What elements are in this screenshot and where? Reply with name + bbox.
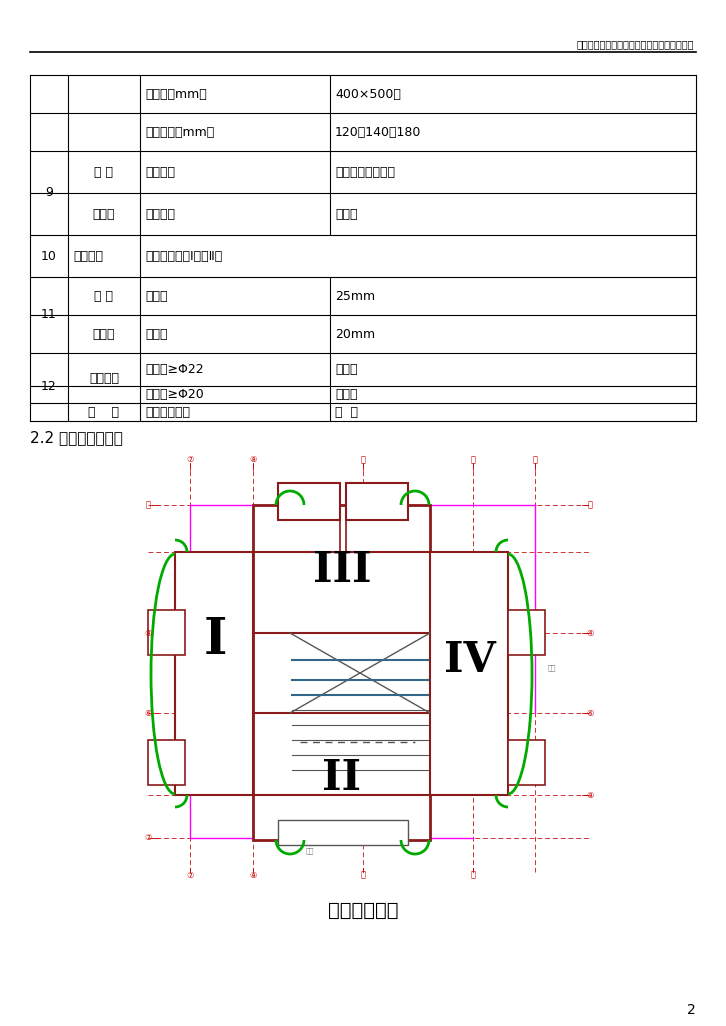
Text: ⑧: ⑧ bbox=[249, 456, 257, 465]
Text: 某地: 某地 bbox=[306, 847, 314, 855]
Bar bbox=[430, 552, 508, 795]
Bar bbox=[175, 552, 253, 795]
Text: ⑦: ⑦ bbox=[144, 833, 152, 842]
Text: 钢 筋: 钢 筋 bbox=[94, 289, 113, 303]
Text: ⑦: ⑦ bbox=[187, 870, 194, 879]
Text: 【某地集泰花园工程主体结构钉筋施工方案】: 【某地集泰花园工程主体结构钉筋施工方案】 bbox=[576, 39, 694, 49]
Text: 9: 9 bbox=[45, 187, 53, 199]
Text: 非预应力钢筋Ⅰ级、Ⅱ级: 非预应力钢筋Ⅰ级、Ⅱ级 bbox=[145, 249, 222, 263]
Bar bbox=[508, 740, 545, 785]
Text: 楼板厚度（mm）: 楼板厚度（mm） bbox=[145, 125, 214, 139]
Bar bbox=[346, 483, 408, 520]
Bar bbox=[148, 740, 185, 785]
Text: 保护层: 保护层 bbox=[93, 327, 115, 341]
Text: ⑧: ⑧ bbox=[249, 870, 257, 879]
Text: 锥螺纹: 锥螺纹 bbox=[335, 388, 357, 401]
Bar bbox=[278, 820, 408, 845]
Text: II: II bbox=[322, 757, 362, 799]
Text: 20mm: 20mm bbox=[335, 327, 375, 341]
Text: ⑫: ⑫ bbox=[470, 870, 476, 879]
Text: III: III bbox=[313, 549, 371, 591]
Text: 11: 11 bbox=[41, 309, 57, 321]
Text: 转换层: 转换层 bbox=[93, 207, 115, 221]
Text: 墙、板: 墙、板 bbox=[145, 327, 168, 341]
Bar bbox=[253, 505, 430, 840]
Text: ⑧: ⑧ bbox=[587, 790, 594, 799]
Text: 120、140、180: 120、140、180 bbox=[335, 125, 421, 139]
Text: ⑪: ⑪ bbox=[361, 870, 365, 879]
Text: 框架梁≥Φ22: 框架梁≥Φ22 bbox=[145, 363, 203, 376]
Text: IV: IV bbox=[444, 639, 496, 681]
Text: ⑦: ⑦ bbox=[187, 456, 194, 465]
Text: 结 构: 结 构 bbox=[94, 165, 113, 179]
Text: ④: ④ bbox=[587, 629, 594, 637]
Text: 设置位置: 设置位置 bbox=[145, 165, 175, 179]
Text: 钢筋连接: 钢筋连接 bbox=[89, 371, 119, 385]
Text: 400×500、: 400×500、 bbox=[335, 87, 401, 101]
Text: 钢筋类别: 钢筋类别 bbox=[73, 249, 103, 263]
Text: ㊀: ㊀ bbox=[587, 501, 592, 510]
Text: ⑪: ⑪ bbox=[361, 456, 365, 465]
Text: 结构形式: 结构形式 bbox=[145, 207, 175, 221]
Text: 标准层平面图: 标准层平面图 bbox=[327, 901, 399, 919]
Text: 某地: 某地 bbox=[548, 665, 557, 671]
Text: 绑  扎: 绑 扎 bbox=[335, 405, 358, 419]
Text: 梁、柱: 梁、柱 bbox=[145, 289, 168, 303]
Text: 十层和十一层之间: 十层和十一层之间 bbox=[335, 165, 395, 179]
Text: 25mm: 25mm bbox=[335, 289, 375, 303]
Bar bbox=[508, 610, 545, 655]
Text: I: I bbox=[203, 616, 227, 665]
Text: ⑬: ⑬ bbox=[532, 456, 537, 465]
Text: 2.2 地上结构平面图: 2.2 地上结构平面图 bbox=[30, 431, 123, 445]
Text: 12: 12 bbox=[41, 381, 57, 394]
Text: ⑫: ⑫ bbox=[470, 456, 476, 465]
Bar bbox=[148, 610, 185, 655]
Text: 2: 2 bbox=[688, 1003, 696, 1017]
Text: ⑥: ⑥ bbox=[144, 709, 152, 717]
Text: 10: 10 bbox=[41, 249, 57, 263]
Text: 剪力墙及其它: 剪力墙及其它 bbox=[145, 405, 190, 419]
Bar bbox=[278, 483, 340, 520]
Text: 框支梁: 框支梁 bbox=[335, 207, 357, 221]
Text: 梁断面（mm）: 梁断面（mm） bbox=[145, 87, 207, 101]
Text: ④: ④ bbox=[144, 629, 152, 637]
Text: 冷挤压: 冷挤压 bbox=[335, 363, 357, 376]
Text: 框架柱≥Φ20: 框架柱≥Φ20 bbox=[145, 388, 204, 401]
Text: ㊀: ㊀ bbox=[145, 501, 150, 510]
Text: ⑥: ⑥ bbox=[587, 709, 594, 717]
Text: 类    别: 类 别 bbox=[89, 405, 120, 419]
